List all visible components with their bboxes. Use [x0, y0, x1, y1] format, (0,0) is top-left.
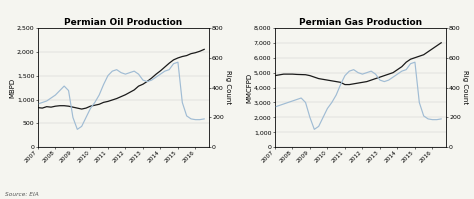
Y-axis label: Rig Count: Rig Count [462, 70, 468, 105]
Title: Permian Gas Production: Permian Gas Production [299, 18, 422, 27]
Text: Source: EIA: Source: EIA [5, 192, 38, 197]
Y-axis label: Rig Count: Rig Count [225, 70, 231, 105]
Title: Permian Oil Production: Permian Oil Production [64, 18, 182, 27]
Y-axis label: MMCFPD: MMCFPD [246, 72, 253, 103]
Y-axis label: MBPD: MBPD [9, 77, 16, 98]
